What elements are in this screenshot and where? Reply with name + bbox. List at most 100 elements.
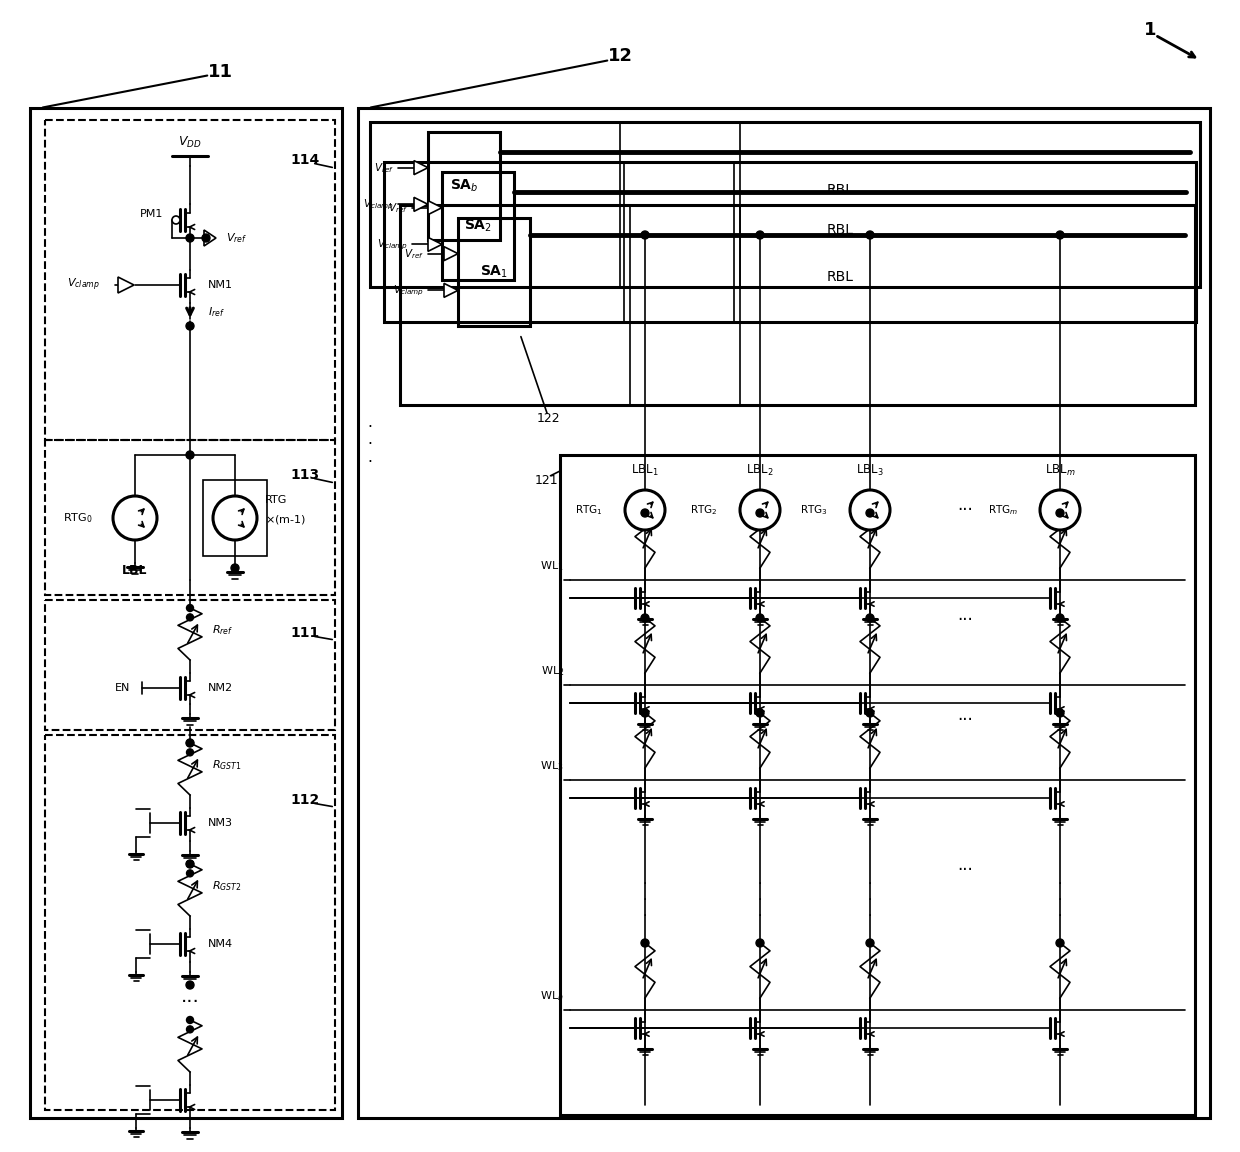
Text: 122: 122 xyxy=(536,411,559,424)
Text: 11: 11 xyxy=(207,63,233,81)
Polygon shape xyxy=(118,276,134,293)
Bar xyxy=(45,120,335,440)
Circle shape xyxy=(641,509,649,517)
Text: ···: ··· xyxy=(957,611,973,629)
Circle shape xyxy=(186,861,193,867)
Text: ·
·
·: · · · xyxy=(758,877,763,923)
Circle shape xyxy=(186,614,193,621)
Text: SA$_b$: SA$_b$ xyxy=(450,177,479,195)
Text: PM1: PM1 xyxy=(140,209,164,219)
Text: 112: 112 xyxy=(290,793,320,808)
Text: ···: ··· xyxy=(957,861,973,879)
Polygon shape xyxy=(205,230,216,247)
Circle shape xyxy=(756,232,764,238)
Text: ·
·
·: · · · xyxy=(868,877,872,923)
Text: 121: 121 xyxy=(534,473,558,486)
Circle shape xyxy=(1056,509,1064,517)
Text: 1: 1 xyxy=(1143,21,1156,39)
Text: RBL: RBL xyxy=(827,183,853,197)
Text: WL$_3$: WL$_3$ xyxy=(541,759,564,773)
Text: EN: EN xyxy=(114,683,130,694)
Text: $V_{clamp}$: $V_{clamp}$ xyxy=(393,283,424,297)
Text: ·
·
·: · · · xyxy=(367,420,372,470)
Circle shape xyxy=(1056,232,1064,238)
Bar xyxy=(401,205,1195,406)
Text: LBL$_3$: LBL$_3$ xyxy=(856,462,884,478)
Text: NM2: NM2 xyxy=(208,683,233,694)
Circle shape xyxy=(186,605,193,612)
Circle shape xyxy=(213,497,257,540)
Circle shape xyxy=(641,708,649,717)
Text: 111: 111 xyxy=(290,626,320,641)
Text: SA$_1$: SA$_1$ xyxy=(480,264,508,280)
Text: $\times$(m-1): $\times$(m-1) xyxy=(265,514,306,526)
Circle shape xyxy=(1056,939,1064,947)
Bar xyxy=(45,600,335,730)
Bar xyxy=(45,735,335,1111)
Polygon shape xyxy=(444,283,458,297)
Text: $V_{clamp}$: $V_{clamp}$ xyxy=(363,197,394,212)
Text: $R_{GST1}$: $R_{GST1}$ xyxy=(212,758,242,772)
Text: WL$_1$: WL$_1$ xyxy=(541,559,564,573)
Polygon shape xyxy=(444,247,458,260)
Text: $R_{ref}$: $R_{ref}$ xyxy=(212,623,233,637)
Circle shape xyxy=(186,323,193,329)
Text: ·
·
·: · · · xyxy=(642,877,647,923)
Text: $V_{clamp}$: $V_{clamp}$ xyxy=(377,237,408,251)
Text: LBL$_m$: LBL$_m$ xyxy=(1044,462,1075,478)
Text: NM1: NM1 xyxy=(208,280,233,290)
Text: SA$_2$: SA$_2$ xyxy=(464,218,492,234)
Bar xyxy=(384,162,1197,323)
Bar xyxy=(30,108,342,1117)
Polygon shape xyxy=(414,197,428,211)
Text: WL$_n$: WL$_n$ xyxy=(541,990,564,1003)
Text: $V_{clamp}$: $V_{clamp}$ xyxy=(67,276,100,294)
Text: $V_{ref}$: $V_{ref}$ xyxy=(374,161,394,175)
Text: RBL: RBL xyxy=(827,270,853,285)
Circle shape xyxy=(113,497,157,540)
Circle shape xyxy=(756,939,764,947)
Bar xyxy=(560,455,1195,1115)
Text: ···: ··· xyxy=(957,501,973,520)
Circle shape xyxy=(186,1016,193,1023)
Bar xyxy=(458,218,529,326)
Circle shape xyxy=(756,614,764,622)
Text: $V_{DD}$: $V_{DD}$ xyxy=(179,135,202,150)
Circle shape xyxy=(866,708,874,717)
Polygon shape xyxy=(414,160,428,175)
Bar xyxy=(358,108,1210,1117)
Text: RBL: RBL xyxy=(827,223,853,237)
Polygon shape xyxy=(428,200,441,214)
Circle shape xyxy=(186,234,193,242)
Circle shape xyxy=(625,490,665,530)
Text: 113: 113 xyxy=(290,468,320,482)
Text: RTG: RTG xyxy=(265,495,288,505)
Circle shape xyxy=(641,232,649,238)
Text: 114: 114 xyxy=(290,153,320,167)
Circle shape xyxy=(866,614,874,622)
Text: RTG$_0$: RTG$_0$ xyxy=(63,511,93,525)
Circle shape xyxy=(1056,614,1064,622)
Circle shape xyxy=(866,509,874,517)
Text: $I_{ref}$: $I_{ref}$ xyxy=(208,305,224,319)
Circle shape xyxy=(641,614,649,622)
Text: RTG$_2$: RTG$_2$ xyxy=(691,503,718,517)
Text: NM4: NM4 xyxy=(208,939,233,949)
Circle shape xyxy=(740,490,780,530)
Circle shape xyxy=(186,870,193,877)
Text: LBL: LBL xyxy=(123,563,148,576)
Text: LBL$_1$: LBL$_1$ xyxy=(631,462,658,478)
Circle shape xyxy=(866,939,874,947)
Circle shape xyxy=(756,509,764,517)
Circle shape xyxy=(1040,490,1080,530)
Text: 12: 12 xyxy=(608,47,632,65)
Text: $V_{ref}$: $V_{ref}$ xyxy=(404,247,424,260)
Text: $V_{ref}$: $V_{ref}$ xyxy=(388,200,408,214)
Circle shape xyxy=(202,234,210,242)
Circle shape xyxy=(186,740,193,746)
Circle shape xyxy=(186,861,193,867)
Bar xyxy=(370,122,1200,287)
Bar xyxy=(428,132,500,240)
Text: RTG$_m$: RTG$_m$ xyxy=(988,503,1018,517)
Text: $R_{GST2}$: $R_{GST2}$ xyxy=(212,879,242,893)
